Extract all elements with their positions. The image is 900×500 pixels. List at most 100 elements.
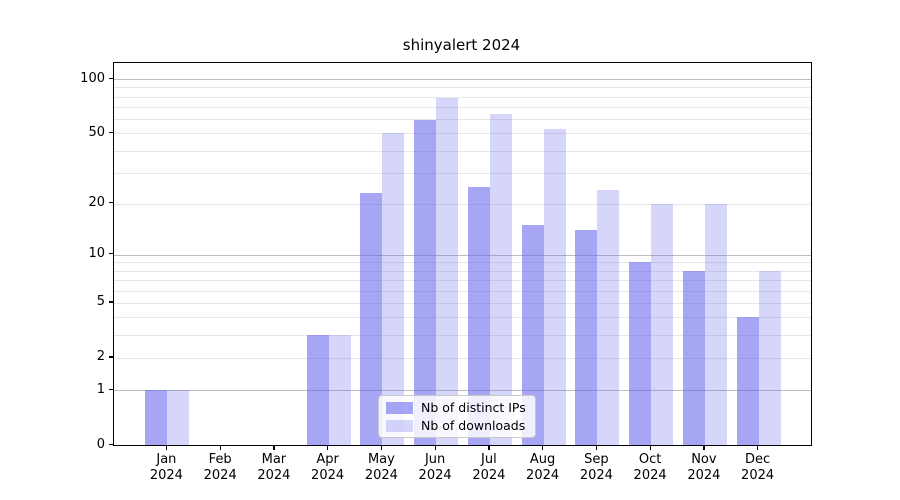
bar-may-distinct-ips — [360, 193, 383, 445]
y-tick-mark — [109, 356, 113, 358]
x-tick-mark — [219, 446, 221, 450]
bar-aug-downloads — [543, 128, 566, 445]
y-tick-mark — [109, 443, 113, 445]
x-tick-year: 2024 — [311, 468, 345, 483]
major-gridline — [114, 79, 811, 80]
x-tick-year: 2024 — [364, 468, 398, 483]
y-tick-label: 1 — [96, 381, 105, 397]
minor-gridline — [114, 87, 811, 89]
y-tick-label: 2 — [96, 349, 105, 365]
y-tick-label: 20 — [88, 195, 105, 211]
x-tick-year: 2024 — [687, 468, 721, 483]
x-tick-label-oct: Oct 2024 — [623, 452, 677, 484]
bar-sep-downloads — [597, 189, 620, 445]
legend-swatch-downloads — [386, 419, 413, 432]
plot-area — [113, 62, 812, 446]
minor-gridline — [114, 133, 811, 135]
x-tick-label-apr: Apr 2024 — [301, 452, 355, 484]
x-tick-label-sep: Sep 2024 — [569, 452, 623, 484]
x-tick-year: 2024 — [526, 468, 560, 483]
x-tick-mark — [488, 446, 490, 450]
x-tick-mark — [595, 446, 598, 450]
minor-gridline — [114, 172, 811, 174]
bar-sep-distinct-ips — [575, 230, 598, 445]
bar-oct-downloads — [651, 203, 674, 445]
legend: Nb of distinct IPs Nb of downloads — [378, 395, 536, 438]
minor-gridline — [114, 119, 811, 120]
bar-dec-distinct-ips — [736, 317, 759, 445]
bar-jun-distinct-ips — [414, 120, 437, 445]
x-tick-label-jan: Jan 2024 — [139, 452, 193, 484]
bar-aug-distinct-ips — [521, 225, 544, 445]
x-tick-mark — [273, 446, 275, 450]
minor-gridline — [114, 357, 811, 359]
bar-jan-downloads — [167, 390, 190, 445]
x-tick-year: 2024 — [741, 468, 775, 483]
x-tick-mark — [703, 446, 705, 450]
major-gridline — [114, 254, 811, 256]
minor-gridline — [114, 302, 811, 304]
legend-entry-downloads: Nb of downloads — [386, 418, 526, 433]
minor-gridline — [114, 317, 811, 319]
y-tick-mark — [109, 131, 113, 133]
legend-label-distinct-ips: Nb of distinct IPs — [421, 400, 526, 415]
legend-label-downloads: Nb of downloads — [421, 418, 526, 433]
legend-swatch-distinct-ips — [386, 401, 413, 414]
minor-gridline — [114, 290, 811, 292]
bar-dec-downloads — [758, 270, 781, 445]
x-tick-year: 2024 — [633, 468, 667, 483]
bar-jun-downloads — [436, 97, 459, 445]
bar-may-downloads — [382, 133, 405, 445]
y-tick-label: 10 — [88, 246, 105, 262]
y-tick-mark — [109, 301, 113, 303]
minor-gridline — [114, 96, 811, 98]
x-tick-mark — [757, 446, 759, 450]
x-tick-label-aug: Aug 2024 — [516, 452, 570, 484]
y-tick-mark — [109, 77, 113, 79]
x-tick-year: 2024 — [149, 468, 183, 483]
y-tick-mark — [109, 388, 113, 390]
x-tick-mark — [542, 446, 544, 450]
bar-oct-distinct-ips — [629, 262, 652, 445]
bar-nov-downloads — [704, 203, 727, 445]
y-tick-mark — [109, 253, 113, 255]
x-tick-label-jun: Jun 2024 — [408, 452, 462, 484]
minor-gridline — [114, 270, 811, 272]
x-tick-year: 2024 — [472, 468, 506, 483]
bar-jul-downloads — [489, 114, 512, 445]
x-tick-mark — [327, 446, 329, 450]
x-tick-mark — [434, 446, 436, 450]
x-tick-label-feb: Feb 2024 — [193, 452, 247, 484]
minor-gridline — [114, 280, 811, 282]
y-tick-mark — [109, 202, 113, 204]
x-tick-label-nov: Nov 2024 — [677, 452, 731, 484]
x-tick-mark — [649, 446, 651, 450]
y-tick-label: 50 — [88, 124, 105, 140]
x-tick-year: 2024 — [579, 468, 613, 483]
bar-nov-distinct-ips — [682, 270, 705, 445]
bar-apr-distinct-ips — [306, 335, 329, 445]
bar-apr-downloads — [328, 335, 351, 445]
x-tick-label-jul: Jul 2024 — [462, 452, 516, 484]
chart-title: shinyalert 2024 — [402, 36, 521, 54]
minor-gridline — [114, 262, 811, 264]
x-tick-label-may: May 2024 — [354, 452, 408, 484]
x-tick-label-mar: Mar 2024 — [247, 452, 301, 484]
minor-gridline — [114, 150, 811, 152]
x-tick-mark — [165, 446, 168, 450]
x-tick-mark — [380, 446, 383, 450]
y-tick-label: 5 — [96, 294, 105, 310]
bar-jul-distinct-ips — [467, 186, 490, 445]
x-tick-year: 2024 — [203, 468, 237, 483]
bar-jan-distinct-ips — [145, 390, 168, 445]
x-tick-year: 2024 — [257, 468, 291, 483]
minor-gridline — [114, 203, 811, 205]
minor-gridline — [114, 335, 811, 337]
minor-gridline — [114, 107, 811, 108]
major-gridline — [114, 390, 811, 391]
legend-entry-distinct-ips: Nb of distinct IPs — [386, 400, 526, 415]
x-tick-label-dec: Dec 2024 — [731, 452, 785, 484]
x-tick-year: 2024 — [418, 468, 452, 483]
y-tick-label: 0 — [96, 436, 105, 452]
